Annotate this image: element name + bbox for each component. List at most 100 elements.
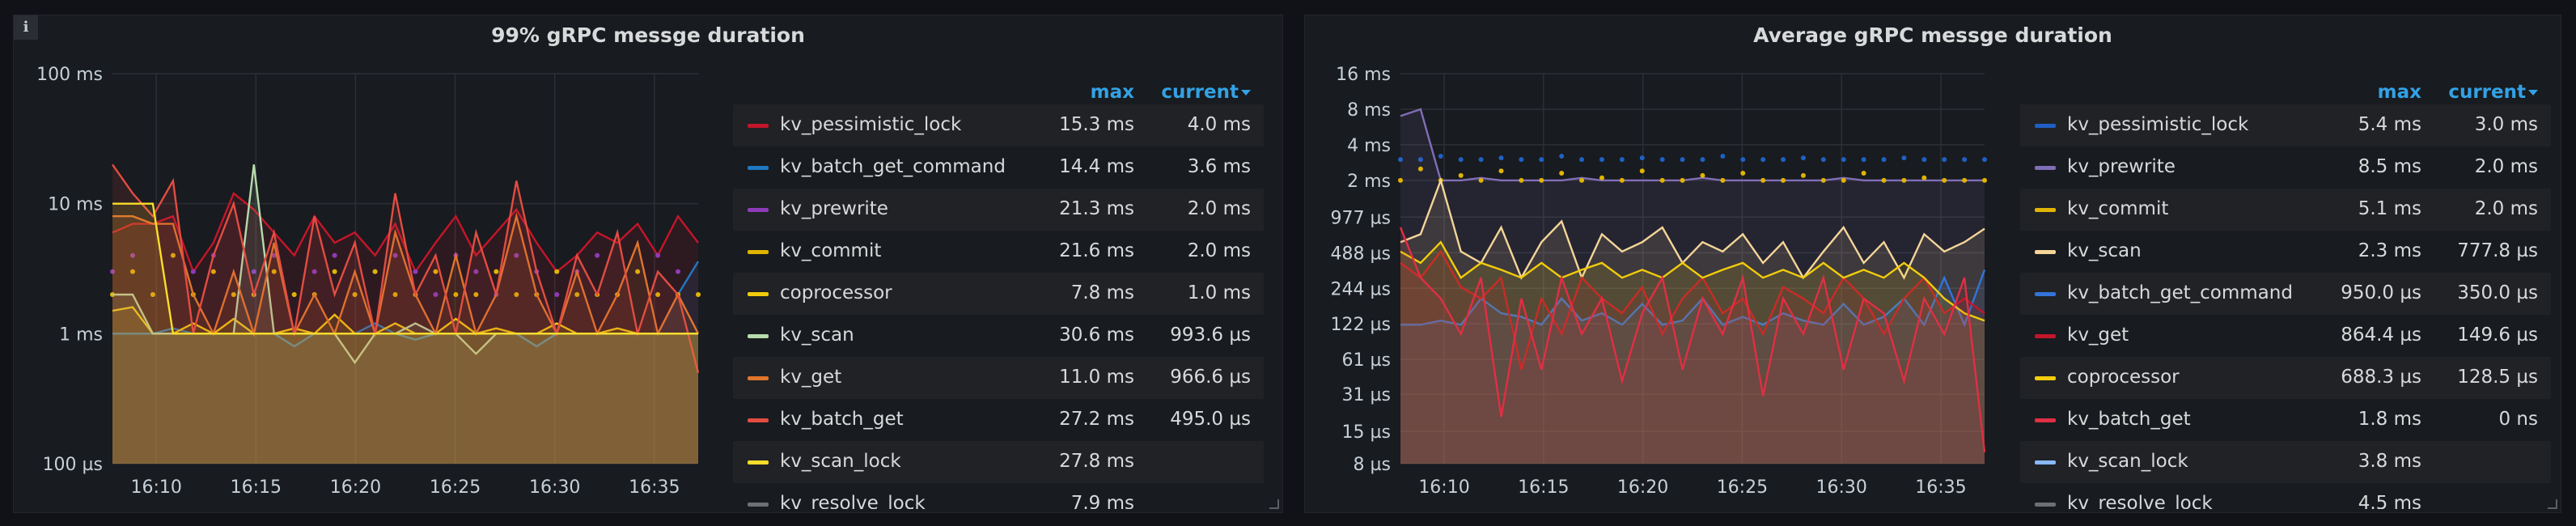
legend-current-value: 966.6 µs [1170, 367, 1251, 388]
legend-item-kv-scan[interactable]: kv_scan 30.6 ms 993.6 µs [733, 315, 1264, 357]
panel-title[interactable]: 99% gRPC messge duration [491, 23, 805, 47]
legend-swatch[interactable] [748, 166, 769, 170]
y-tick-label: 16 ms [1336, 65, 1391, 85]
legend-max-value: 27.8 ms [1059, 451, 1134, 472]
legend-current-value: 993.6 µs [1170, 325, 1251, 346]
legend-series-name[interactable]: kv_pessimistic_lock [780, 114, 962, 135]
legend-swatch[interactable] [2035, 460, 2056, 464]
legend-item-kv-batch-get-command[interactable]: kv_batch_get_command 14.4 ms 3.6 ms [733, 146, 1264, 189]
legend-swatch[interactable] [2035, 124, 2056, 128]
legend-current-value: 2.0 ms [2474, 156, 2538, 177]
legend-current-value: 149.6 µs [2457, 325, 2538, 346]
series-line-kv-batch-get-command[interactable] [1400, 269, 1986, 328]
legend-swatch[interactable] [2035, 292, 2056, 296]
legend-series-name[interactable]: kv_commit [2067, 198, 2169, 219]
legend-series-name[interactable]: kv_resolve_lock [780, 493, 926, 509]
legend-swatch[interactable] [2035, 208, 2056, 212]
legend-series-name[interactable]: kv_prewrite [2067, 156, 2176, 177]
legend-series-name[interactable]: coprocessor [2067, 367, 2180, 388]
series-area-kv-batch-get [112, 164, 698, 464]
legend-max-value: 21.3 ms [1059, 198, 1134, 219]
legend-swatch[interactable] [748, 250, 769, 254]
info-icon[interactable]: i [14, 15, 38, 40]
data-point-kv-pessimistic-lock [1841, 157, 1846, 163]
legend-series-name[interactable]: kv_get [2067, 325, 2129, 346]
data-point-kv-commit [635, 269, 641, 274]
series-line-kv-batch-get[interactable] [112, 163, 700, 374]
data-point-kv-commit [1901, 177, 1907, 183]
legend-series-name[interactable]: kv_batch_get [780, 409, 904, 430]
series-line-kv-batch-get[interactable] [1399, 227, 1986, 452]
legend-series-name[interactable]: kv_prewrite [780, 198, 888, 219]
data-point-kv-prewrite [433, 291, 439, 297]
legend-item-kv-prewrite[interactable]: kv_prewrite 8.5 ms 2.0 ms [2020, 146, 2551, 189]
legend-item-kv-commit[interactable]: kv_commit 21.6 ms 2.0 ms [733, 231, 1264, 273]
legend-series-name[interactable]: kv_resolve_lock [2067, 493, 2213, 509]
legend-column-max[interactable]: max [2377, 82, 2421, 103]
legend-series-name[interactable]: kv_batch_get_command [2067, 282, 2293, 303]
legend-item-coprocessor[interactable]: coprocessor 688.3 µs 128.5 µs [2020, 357, 2551, 399]
series-line-kv-scan[interactable] [1400, 177, 1985, 281]
legend-item-kv-get[interactable]: kv_get 864.4 µs 149.6 µs [2020, 315, 2551, 357]
legend-swatch[interactable] [2035, 503, 2056, 507]
data-point-kv-commit [1539, 177, 1544, 183]
legend-item-kv-batch-get[interactable]: kv_batch_get 27.2 ms 495.0 µs [733, 399, 1264, 441]
legend-item-kv-scan-lock[interactable]: kv_scan_lock 27.8 ms [733, 441, 1264, 483]
legend-series-name[interactable]: coprocessor [780, 282, 892, 303]
series-line-kv-get[interactable] [112, 212, 700, 338]
legend-swatch[interactable] [2035, 250, 2056, 254]
series-line-kv-prewrite[interactable] [1400, 108, 1985, 182]
legend-series-name[interactable]: kv_get [780, 367, 842, 388]
legend-item-kv-scan[interactable]: kv_scan 2.3 ms 777.8 µs [2020, 231, 2551, 273]
legend-series-name[interactable]: kv_commit [780, 240, 882, 261]
data-point-kv-prewrite [311, 269, 317, 274]
legend-swatch[interactable] [748, 503, 769, 507]
legend-item-kv-batch-get[interactable]: kv_batch_get 1.8 ms 0 ns [2020, 399, 2551, 441]
data-point-kv-commit [554, 269, 560, 274]
legend-series-name[interactable]: kv_scan_lock [780, 451, 901, 472]
legend-series-name[interactable]: kv_scan [780, 325, 854, 346]
panel-title[interactable]: Average gRPC messge duration [1753, 23, 2112, 47]
legend-swatch[interactable] [748, 418, 769, 422]
data-point-kv-prewrite [392, 252, 398, 258]
legend-series-name[interactable]: kv_batch_get [2067, 409, 2191, 430]
legend-swatch[interactable] [2035, 376, 2056, 380]
legend-column-max[interactable]: max [1090, 82, 1134, 103]
legend-rows: kv_pessimistic_lock 5.4 ms 3.0 ms kv_prewri… [2020, 104, 2551, 509]
legend-item-kv-pessimistic-lock[interactable]: kv_pessimistic_lock 5.4 ms 3.0 ms [2020, 104, 2551, 146]
legend-item-kv-pessimistic-lock[interactable]: kv_pessimistic_lock 15.3 ms 4.0 ms [733, 104, 1264, 146]
legend-series-name[interactable]: kv_batch_get_command [780, 156, 1006, 177]
legend-swatch[interactable] [748, 208, 769, 212]
legend-column-current[interactable]: current [1161, 82, 1251, 103]
legend-item-kv-prewrite[interactable]: kv_prewrite 21.3 ms 2.0 ms [733, 189, 1264, 231]
data-point-kv-commit [1962, 177, 1968, 183]
legend-column-current[interactable]: current [2448, 82, 2538, 103]
legend-swatch[interactable] [748, 460, 769, 464]
legend-item-kv-batch-get-command[interactable]: kv_batch_get_command 950.0 µs 350.0 µs [2020, 273, 2551, 315]
legend-swatch[interactable] [2035, 334, 2056, 338]
legend-swatch[interactable] [748, 334, 769, 338]
series-line-kv-scan-lock[interactable] [112, 202, 698, 335]
legend-swatch[interactable] [748, 292, 769, 296]
resize-corner-icon[interactable] [2548, 499, 2557, 509]
legend-max-value: 1.8 ms [2358, 409, 2421, 430]
legend-swatch[interactable] [748, 124, 769, 128]
legend-swatch[interactable] [748, 376, 769, 380]
x-tick-label: 16:25 [430, 477, 481, 498]
data-point-kv-commit [372, 269, 378, 274]
legend-item-kv-commit[interactable]: kv_commit 5.1 ms 2.0 ms [2020, 189, 2551, 231]
legend-item-kv-scan-lock[interactable]: kv_scan_lock 3.8 ms [2020, 441, 2551, 483]
legend-item-coprocessor[interactable]: coprocessor 7.8 ms 1.0 ms [733, 273, 1264, 315]
legend-series-name[interactable]: kv_scan [2067, 240, 2142, 261]
legend-swatch[interactable] [2035, 166, 2056, 170]
series-line-kv-get[interactable] [1400, 249, 1985, 371]
legend-item-kv-resolve-lock[interactable]: kv_resolve_lock 4.5 ms [2020, 483, 2551, 509]
series-line-coprocessor[interactable] [1400, 240, 1985, 322]
legend-series-name[interactable]: kv_pessimistic_lock [2067, 114, 2249, 135]
legend-series-name[interactable]: kv_scan_lock [2067, 451, 2188, 472]
resize-corner-icon[interactable] [1269, 499, 1279, 509]
legend-swatch[interactable] [2035, 418, 2056, 422]
legend-item-kv-resolve-lock[interactable]: kv_resolve_lock 7.9 ms [733, 483, 1264, 509]
legend-item-kv-get[interactable]: kv_get 11.0 ms 966.6 µs [733, 357, 1264, 399]
data-point-kv-commit [271, 269, 277, 274]
